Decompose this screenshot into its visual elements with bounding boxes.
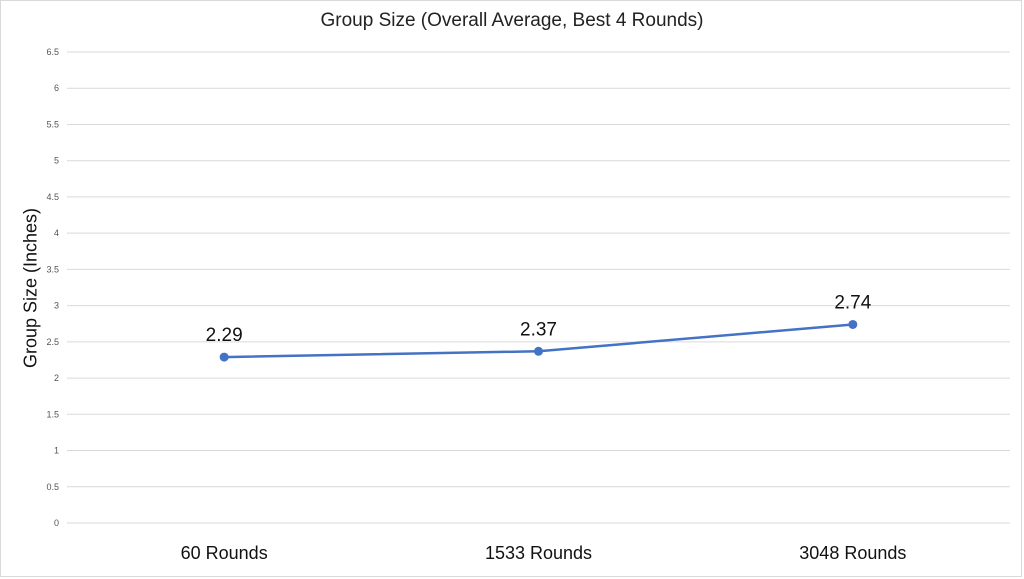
y-tick-label: 0 [54, 518, 59, 528]
y-tick-label: 2 [54, 373, 59, 383]
y-tick-label: 3 [54, 301, 59, 311]
data-label: 2.37 [520, 319, 557, 340]
data-point [848, 319, 858, 329]
y-tick-label: 1 [54, 446, 59, 456]
y-tick-label: 0.5 [46, 482, 59, 492]
y-tick-label: 4.5 [46, 192, 59, 202]
x-tick-label: 1533 Rounds [485, 543, 592, 563]
data-label: 2.74 [834, 292, 871, 313]
data-label: 2.29 [206, 325, 243, 346]
x-tick-label: 3048 Rounds [799, 543, 906, 563]
gridlines [67, 51, 1010, 524]
data-labels: 2.29 2.37 2.74 [206, 292, 872, 346]
y-axis-ticks: 0 0.5 1 1.5 2 2.5 3 3.5 4 4.5 5 5.5 6 6.5 [46, 47, 59, 528]
y-tick-label: 6.5 [46, 47, 59, 57]
x-axis-ticks: 60 Rounds 1533 Rounds 3048 Rounds [181, 543, 907, 563]
y-tick-label: 3.5 [46, 264, 59, 274]
y-tick-label: 4 [54, 228, 59, 238]
data-point [534, 346, 543, 356]
y-tick-label: 5.5 [46, 119, 59, 129]
series [219, 319, 858, 362]
x-tick-label: 60 Rounds [181, 543, 268, 563]
y-tick-label: 1.5 [46, 409, 59, 419]
y-tick-label: 2.5 [46, 337, 59, 347]
chart-title: Group Size (Overall Average, Best 4 Roun… [320, 10, 704, 31]
y-tick-label: 5 [54, 156, 59, 166]
data-point [219, 352, 229, 362]
y-tick-label: 6 [54, 83, 59, 93]
